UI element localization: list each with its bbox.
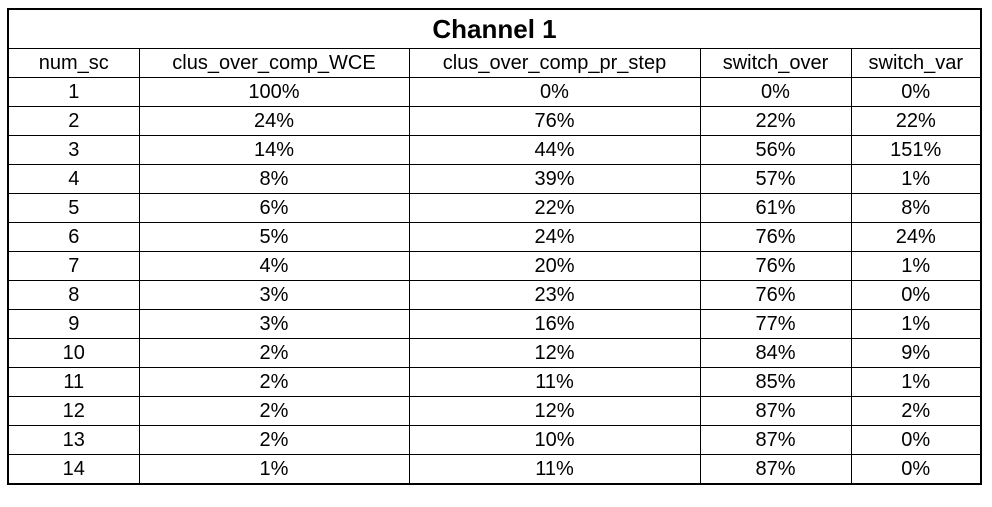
table-cell: 20%: [408, 251, 701, 281]
table-row: 7 4% 20% 76% 1%: [7, 251, 982, 281]
column-header: clus_over_comp_pr_step: [408, 48, 701, 78]
table-row: 4 8% 39% 57% 1%: [7, 164, 982, 194]
table-cell: 44%: [408, 135, 701, 165]
table-row: 12 2% 12% 87% 2%: [7, 396, 982, 426]
table-cell: 1%: [850, 309, 982, 339]
table-cell: 1%: [850, 367, 982, 397]
table-cell: 11%: [408, 454, 701, 485]
table-cell: 0%: [850, 425, 982, 455]
table-cell: 11: [7, 367, 140, 397]
table-cell: 1%: [138, 454, 410, 485]
table-cell: 23%: [408, 280, 701, 310]
table-row: 2 24% 76% 22% 22%: [7, 106, 982, 136]
table-cell: 2%: [138, 425, 410, 455]
channel-table: Channel 1 num_sc clus_over_comp_WCE clus…: [7, 8, 982, 485]
header-row: num_sc clus_over_comp_WCE clus_over_comp…: [7, 48, 982, 78]
table-cell: 2: [7, 106, 140, 136]
table-cell: 0%: [408, 77, 701, 107]
table-cell: 0%: [850, 280, 982, 310]
table-title: Channel 1: [7, 8, 982, 49]
column-header: clus_over_comp_WCE: [138, 48, 410, 78]
table-cell: 24%: [850, 222, 982, 252]
table-cell: 12%: [408, 396, 701, 426]
table-cell: 77%: [699, 309, 852, 339]
table-row: 14 1% 11% 87% 0%: [7, 454, 982, 485]
table-cell: 8%: [850, 193, 982, 223]
table-cell: 84%: [699, 338, 852, 368]
table-cell: 1%: [850, 251, 982, 281]
column-header: switch_over: [699, 48, 852, 78]
table-cell: 0%: [850, 454, 982, 485]
title-row: Channel 1: [7, 8, 982, 49]
table-row: 3 14% 44% 56% 151%: [7, 135, 982, 165]
table-cell: 8%: [138, 164, 410, 194]
table-cell: 87%: [699, 396, 852, 426]
table-body: 1 100% 0% 0% 0% 2 24% 76% 22% 22% 3 14% 44% 56% 151% 4 8…: [7, 77, 982, 485]
table-cell: 10: [7, 338, 140, 368]
table-cell: 24%: [138, 106, 410, 136]
table-cell: 10%: [408, 425, 701, 455]
table-cell: 2%: [850, 396, 982, 426]
table-cell: 0%: [699, 77, 852, 107]
table-cell: 76%: [408, 106, 701, 136]
table-cell: 3%: [138, 280, 410, 310]
table-cell: 85%: [699, 367, 852, 397]
table-cell: 8: [7, 280, 140, 310]
table-row: 11 2% 11% 85% 1%: [7, 367, 982, 397]
table-cell: 5%: [138, 222, 410, 252]
table-cell: 87%: [699, 454, 852, 485]
table-cell: 9: [7, 309, 140, 339]
table-cell: 87%: [699, 425, 852, 455]
table-row: 5 6% 22% 61% 8%: [7, 193, 982, 223]
table-cell: 4: [7, 164, 140, 194]
table-row: 13 2% 10% 87% 0%: [7, 425, 982, 455]
table-cell: 13: [7, 425, 140, 455]
table-cell: 76%: [699, 251, 852, 281]
table-cell: 12: [7, 396, 140, 426]
table-row: 6 5% 24% 76% 24%: [7, 222, 982, 252]
table-cell: 3%: [138, 309, 410, 339]
table-cell: 6%: [138, 193, 410, 223]
table-cell: 1: [7, 77, 140, 107]
table-cell: 7: [7, 251, 140, 281]
data-table-container: Channel 1 num_sc clus_over_comp_WCE clus…: [7, 8, 982, 485]
table-cell: 2%: [138, 396, 410, 426]
table-cell: 22%: [850, 106, 982, 136]
table-cell: 0%: [850, 77, 982, 107]
table-row: 9 3% 16% 77% 1%: [7, 309, 982, 339]
table-row: 8 3% 23% 76% 0%: [7, 280, 982, 310]
table-cell: 1%: [850, 164, 982, 194]
table-cell: 3: [7, 135, 140, 165]
table-row: 1 100% 0% 0% 0%: [7, 77, 982, 107]
column-header: switch_var: [850, 48, 982, 78]
table-cell: 12%: [408, 338, 701, 368]
table-cell: 4%: [138, 251, 410, 281]
table-cell: 56%: [699, 135, 852, 165]
table-cell: 16%: [408, 309, 701, 339]
table-cell: 9%: [850, 338, 982, 368]
table-cell: 76%: [699, 280, 852, 310]
table-cell: 39%: [408, 164, 701, 194]
table-cell: 22%: [408, 193, 701, 223]
table-cell: 14%: [138, 135, 410, 165]
table-cell: 5: [7, 193, 140, 223]
table-cell: 2%: [138, 338, 410, 368]
table-cell: 57%: [699, 164, 852, 194]
table-cell: 100%: [138, 77, 410, 107]
table-cell: 11%: [408, 367, 701, 397]
table-cell: 22%: [699, 106, 852, 136]
table-cell: 2%: [138, 367, 410, 397]
table-cell: 24%: [408, 222, 701, 252]
table-cell: 151%: [850, 135, 982, 165]
table-cell: 14: [7, 454, 140, 485]
table-cell: 6: [7, 222, 140, 252]
table-cell: 76%: [699, 222, 852, 252]
column-header: num_sc: [7, 48, 140, 78]
table-cell: 61%: [699, 193, 852, 223]
table-row: 10 2% 12% 84% 9%: [7, 338, 982, 368]
